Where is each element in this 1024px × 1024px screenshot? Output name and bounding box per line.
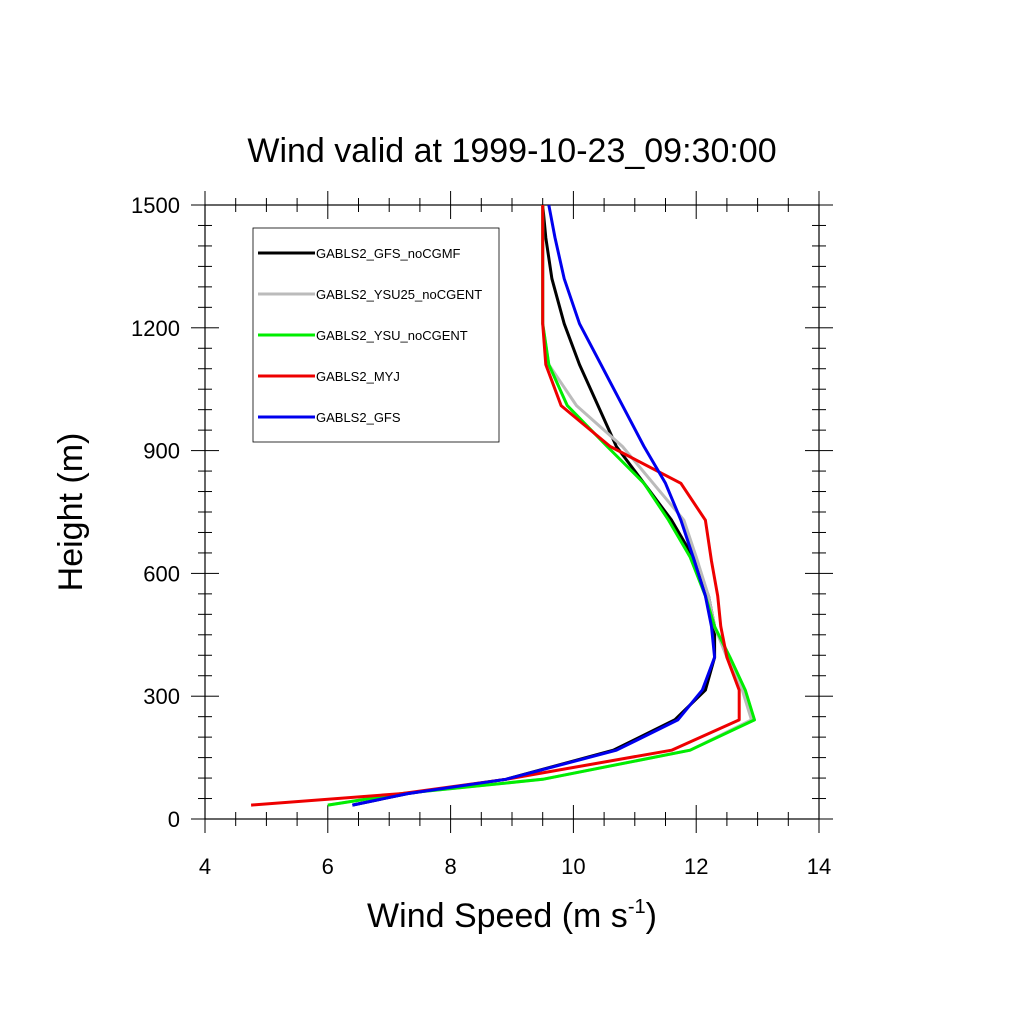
legend-entry-label: GABLS2_GFS: [316, 410, 401, 425]
x-tick-label: 10: [561, 854, 585, 879]
chart-title: Wind valid at 1999-10-23_09:30:00: [247, 132, 776, 170]
legend: GABLS2_GFS_noCGMF GABLS2_YSU25_noCGENT GAB…: [252, 227, 500, 443]
y-tick-label: 0: [168, 807, 180, 832]
legend-entry-label: GABLS2_GFS_noCGMF: [316, 246, 461, 261]
series-line: [250, 205, 741, 807]
legend-entry-label: GABLS2_YSU_noCGENT: [316, 328, 468, 343]
series-line: [352, 204, 717, 807]
x-axis-label: Wind Speed (m s-1): [367, 896, 657, 935]
y-tick-label: 1500: [131, 193, 180, 218]
legend-entry-label: GABLS2_MYJ: [316, 369, 400, 384]
y-tick-label: 600: [143, 561, 180, 586]
y-tick-label: 900: [143, 439, 180, 464]
x-tick-label: 14: [807, 854, 831, 879]
x-tick-label: 4: [199, 854, 211, 879]
x-tick-label: 12: [684, 854, 708, 879]
axis-tick-labels: 4 6 8 10 12 14 0 300 600 900 1200 1500: [131, 193, 831, 879]
axis-ticks: [191, 191, 833, 833]
x-tick-label: 8: [444, 854, 456, 879]
series-lines: [250, 204, 756, 807]
y-tick-label: 300: [143, 684, 180, 709]
legend-entry-label: GABLS2_YSU25_noCGENT: [316, 287, 482, 302]
y-tick-label: 1200: [131, 316, 180, 341]
y-axis-label: Height (m): [52, 433, 90, 592]
x-tick-label: 6: [322, 854, 334, 879]
